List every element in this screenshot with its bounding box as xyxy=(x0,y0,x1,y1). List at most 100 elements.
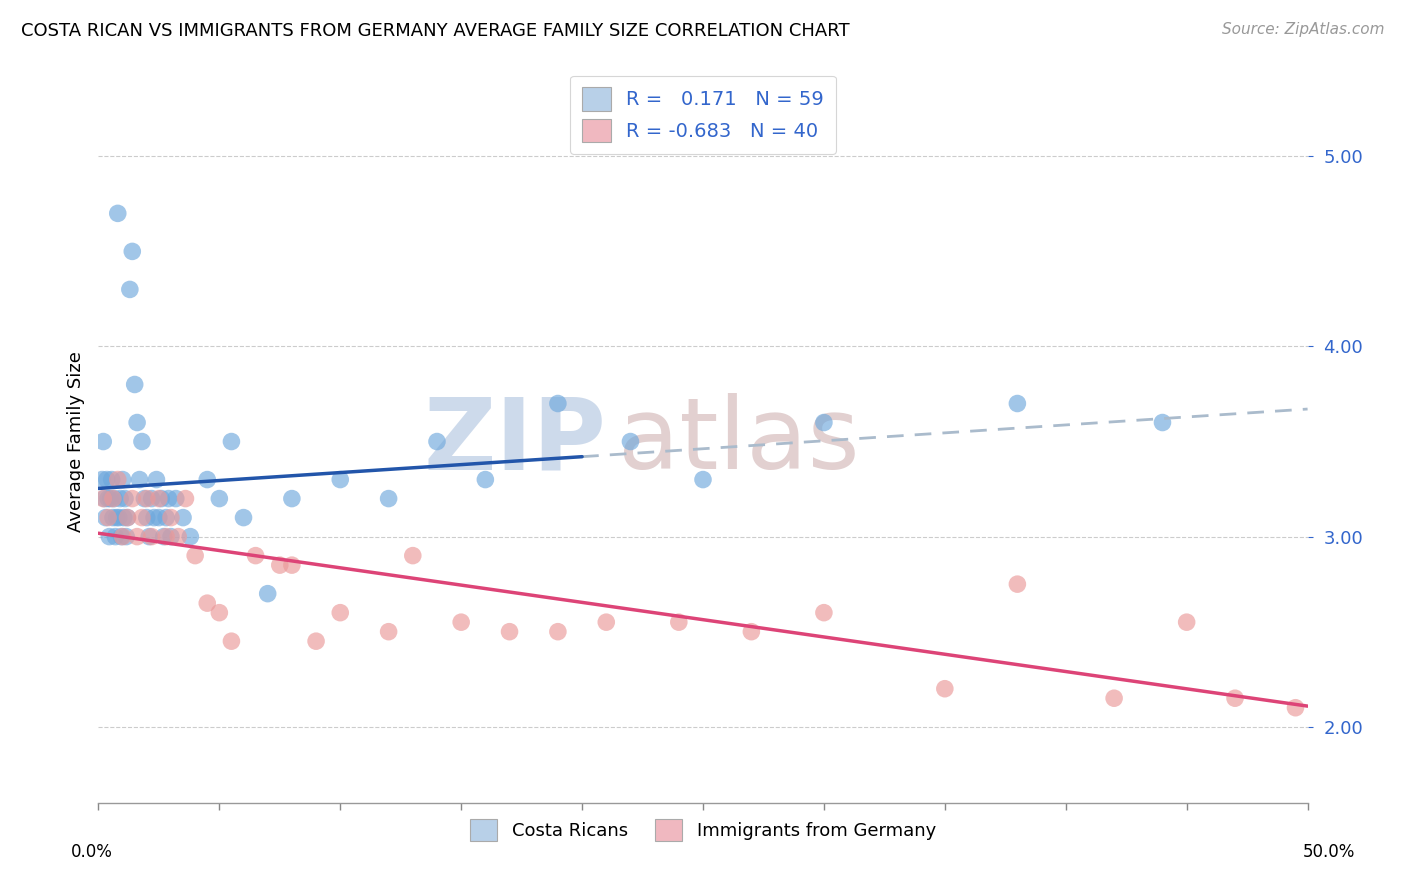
Point xyxy=(94,510,117,524)
Point xyxy=(256,587,278,601)
Point xyxy=(118,282,141,296)
Point xyxy=(1102,691,1125,706)
Point xyxy=(103,491,125,506)
Point xyxy=(402,549,425,563)
Point xyxy=(128,473,150,487)
Point xyxy=(98,530,121,544)
Point xyxy=(221,434,243,449)
Point xyxy=(165,491,187,506)
Point xyxy=(96,473,118,487)
Y-axis label: Average Family Size: Average Family Size xyxy=(66,351,84,532)
Text: COSTA RICAN VS IMMIGRANTS FROM GERMANY AVERAGE FAMILY SIZE CORRELATION CHART: COSTA RICAN VS IMMIGRANTS FROM GERMANY A… xyxy=(21,22,849,40)
Point xyxy=(547,624,569,639)
Point xyxy=(138,530,160,544)
Point xyxy=(1007,577,1029,591)
Legend: Costa Ricans, Immigrants from Germany: Costa Ricans, Immigrants from Germany xyxy=(463,812,943,848)
Point xyxy=(111,530,134,544)
Point xyxy=(117,510,139,524)
Point xyxy=(1152,416,1174,430)
Point xyxy=(97,510,120,524)
Point xyxy=(281,558,304,573)
Point xyxy=(100,473,122,487)
Point xyxy=(91,491,114,506)
Point xyxy=(1284,700,1306,714)
Point xyxy=(498,624,520,639)
Point xyxy=(474,473,496,487)
Point xyxy=(450,615,472,630)
Point xyxy=(208,606,231,620)
Point xyxy=(740,624,762,639)
Point xyxy=(184,549,207,563)
Point xyxy=(141,491,163,506)
Point xyxy=(150,491,173,506)
Point xyxy=(143,510,166,524)
Point xyxy=(110,530,132,544)
Point xyxy=(245,549,267,563)
Text: Source: ZipAtlas.com: Source: ZipAtlas.com xyxy=(1222,22,1385,37)
Point xyxy=(104,530,127,544)
Point xyxy=(97,491,120,506)
Point xyxy=(595,615,617,630)
Point xyxy=(112,510,135,524)
Point xyxy=(377,624,399,639)
Point xyxy=(329,606,352,620)
Point xyxy=(145,473,167,487)
Point xyxy=(155,530,177,544)
Point xyxy=(305,634,328,648)
Point xyxy=(127,416,149,430)
Point xyxy=(108,491,131,506)
Text: atlas: atlas xyxy=(619,393,860,490)
Point xyxy=(160,530,183,544)
Point xyxy=(107,473,129,487)
Point xyxy=(131,510,153,524)
Point xyxy=(1223,691,1246,706)
Point xyxy=(135,510,157,524)
Point xyxy=(108,510,131,524)
Text: ZIP: ZIP xyxy=(423,393,606,490)
Point xyxy=(1175,615,1198,630)
Point xyxy=(157,491,180,506)
Point xyxy=(127,530,149,544)
Point xyxy=(329,473,352,487)
Point xyxy=(134,491,156,506)
Point xyxy=(111,473,134,487)
Point xyxy=(1007,396,1029,410)
Point xyxy=(174,491,197,506)
Point xyxy=(141,530,163,544)
Point xyxy=(152,530,174,544)
Point xyxy=(107,206,129,220)
Point xyxy=(101,491,124,506)
Point xyxy=(100,491,122,506)
Point xyxy=(148,510,170,524)
Point xyxy=(619,434,641,449)
Point xyxy=(426,434,449,449)
Point xyxy=(179,530,201,544)
Point xyxy=(91,434,114,449)
Point xyxy=(934,681,956,696)
Point xyxy=(547,396,569,410)
Text: 50.0%: 50.0% xyxy=(1302,843,1355,861)
Point xyxy=(124,377,146,392)
Point xyxy=(121,491,143,506)
Point xyxy=(195,596,218,610)
Point xyxy=(117,510,139,524)
Point xyxy=(172,510,194,524)
Point xyxy=(105,510,128,524)
Point xyxy=(377,491,399,506)
Point xyxy=(121,244,143,259)
Point xyxy=(93,491,115,506)
Point xyxy=(692,473,714,487)
Point xyxy=(813,416,835,430)
Point xyxy=(221,634,243,648)
Point xyxy=(160,510,183,524)
Text: 0.0%: 0.0% xyxy=(70,843,112,861)
Point xyxy=(101,510,124,524)
Point xyxy=(135,491,157,506)
Point xyxy=(813,606,835,620)
Point xyxy=(155,510,177,524)
Point xyxy=(668,615,690,630)
Point xyxy=(232,510,254,524)
Point xyxy=(91,473,114,487)
Point xyxy=(167,530,190,544)
Point xyxy=(269,558,291,573)
